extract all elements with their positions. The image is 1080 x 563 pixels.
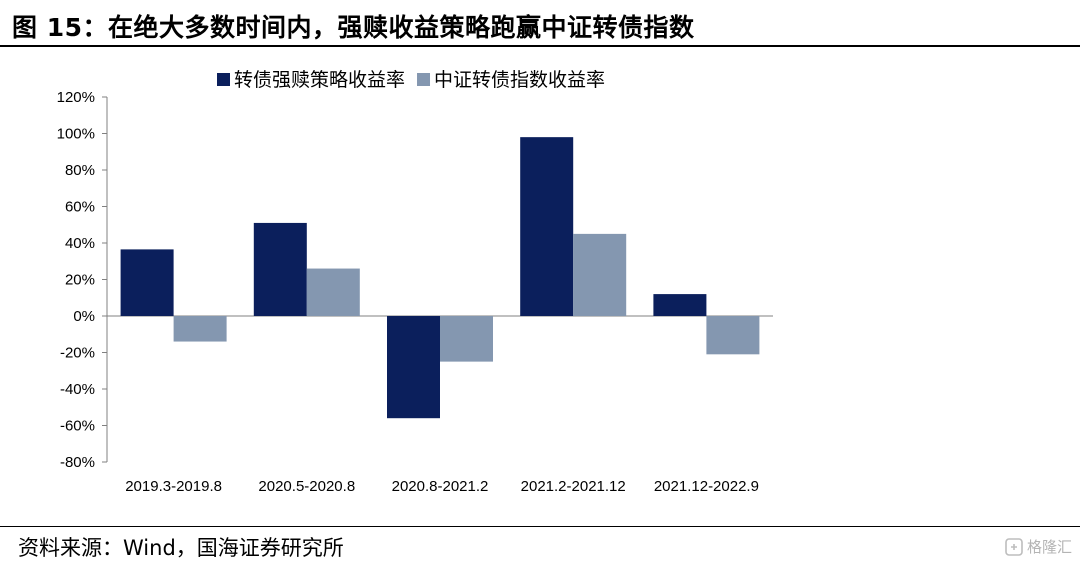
x-category-label: 2020.5-2020.8 [258,478,355,495]
legend: 转债强赎策略收益率 中证转债指数收益率 [217,69,605,91]
y-tick-label: -20% [60,345,95,362]
bars-layer [120,137,760,419]
x-category-label: 2021.2-2021.12 [521,478,626,495]
y-tick-label: 80% [65,162,95,179]
source-note: 资料来源：Wind，国海证券研究所 [18,536,344,560]
source-rule [0,526,1080,527]
y-tick-label: 0% [73,308,95,325]
bar-series-2-0 [173,316,227,342]
bar-series-2-4 [706,316,760,355]
watermark: 格隆汇 [1005,536,1072,557]
bar-series-1-2 [387,316,440,419]
bar-series-1-1 [253,222,307,316]
bar-series-2-2 [440,316,493,362]
bar-chart: 120% 100% 80% 60% 40% 20% 0% -20% -40% -60% -80% 20… [57,69,773,495]
y-tick-label: -60% [60,418,95,435]
legend-label-2: 中证转债指数收益率 [434,69,605,91]
y-tick-label: 60% [65,199,95,216]
watermark-text: 格隆汇 [1026,538,1072,556]
bar-series-2-3 [573,233,627,316]
y-tick-label: 20% [65,272,95,289]
legend-swatch-1 [217,73,230,86]
bar-series-1-4 [653,294,707,316]
y-tick-label: 40% [65,235,95,252]
bar-series-1-3 [520,137,574,316]
x-category-label: 2019.3-2019.8 [125,478,222,495]
bar-series-2-1 [306,268,360,316]
x-category-label: 2020.8-2021.2 [392,478,489,495]
bar-series-1-0 [120,249,174,316]
y-tick-label: -40% [60,381,95,398]
y-tick-label: 100% [57,126,95,143]
x-category-label: 2021.12-2022.9 [654,478,759,495]
watermark-logo-icon [1005,537,1023,556]
y-tick-label: 120% [57,89,95,106]
legend-label-1: 转债强赎策略收益率 [234,69,405,91]
title-rule [0,45,1080,47]
y-tick-label: -80% [60,454,95,471]
figure-title: 图 15：在绝大多数时间内，强赎收益策略跑赢中证转债指数 [12,13,695,42]
legend-swatch-2 [417,73,431,86]
